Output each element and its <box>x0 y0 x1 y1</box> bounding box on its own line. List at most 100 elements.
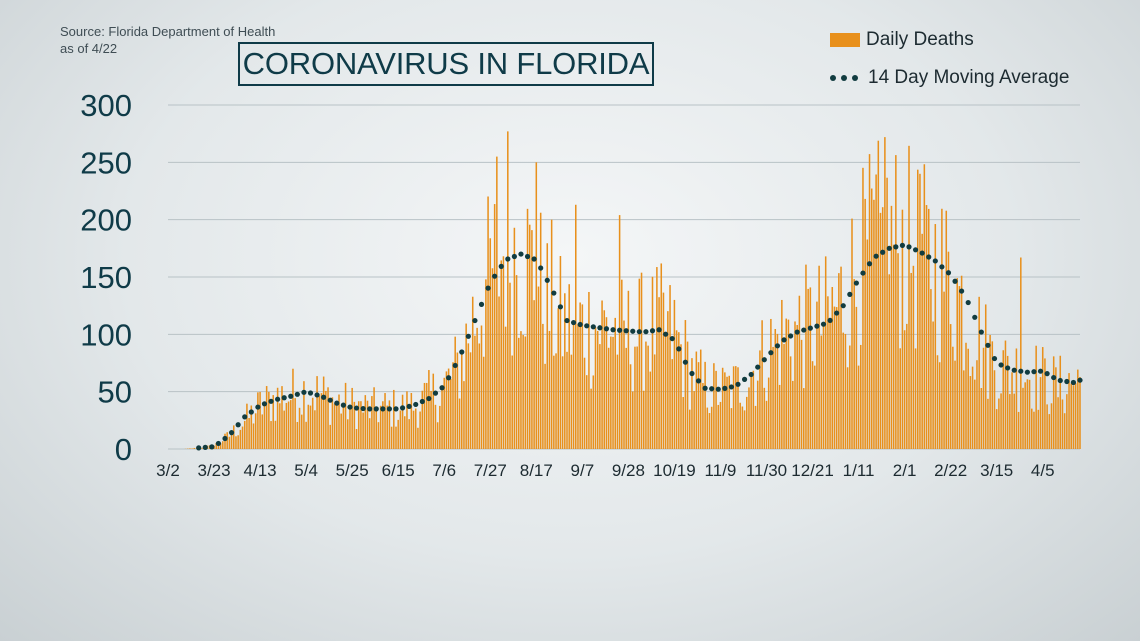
y-tick-label: 100 <box>80 317 132 352</box>
daily-deaths-bar <box>732 366 735 449</box>
daily-deaths-bar <box>432 373 435 449</box>
daily-deaths-bar <box>649 371 652 449</box>
daily-deaths-bar <box>557 308 559 449</box>
daily-deaths-bar <box>1000 393 1002 449</box>
moving-average-point <box>577 321 583 328</box>
daily-deaths-bar <box>305 421 307 449</box>
daily-deaths-bar <box>1033 411 1035 449</box>
legend-item-moving-average: 14 Day Moving Average <box>830 66 1069 90</box>
moving-average-point <box>932 258 938 264</box>
daily-deaths-bar <box>743 410 746 449</box>
daily-deaths-bar <box>919 173 921 450</box>
daily-deaths-bar <box>263 402 266 449</box>
x-tick-label: 4/13 <box>244 461 277 480</box>
daily-deaths-bar <box>857 365 860 449</box>
daily-deaths-bar <box>689 409 691 449</box>
moving-average-point <box>373 406 379 412</box>
daily-deaths-bar <box>835 307 838 449</box>
daily-deaths-bar <box>770 318 772 449</box>
daily-deaths-bar <box>344 382 347 449</box>
moving-average-point <box>301 389 307 395</box>
daily-deaths-bar <box>1046 404 1048 449</box>
daily-deaths-bar <box>998 398 1000 449</box>
y-tick-label: 0 <box>115 432 132 467</box>
daily-deaths-bar <box>954 360 956 449</box>
daily-deaths-bar <box>373 387 375 449</box>
daily-deaths-bar <box>754 405 757 449</box>
daily-deaths-bar <box>351 387 353 449</box>
daily-deaths-bar <box>265 386 268 449</box>
daily-deaths-bar <box>498 296 500 449</box>
daily-deaths-bar <box>502 256 505 449</box>
daily-deaths-bar <box>651 276 654 449</box>
daily-deaths-bar <box>375 409 378 449</box>
daily-deaths-bar <box>621 279 623 449</box>
moving-average-point <box>485 285 491 291</box>
daily-deaths-bar <box>607 347 610 449</box>
moving-average-point <box>597 325 603 331</box>
daily-deaths-bar <box>706 407 709 449</box>
daily-deaths-bar <box>759 350 761 449</box>
daily-deaths-bar <box>767 377 770 449</box>
daily-deaths-bar <box>368 418 371 449</box>
daily-deaths-bar <box>342 404 345 449</box>
daily-deaths-bar <box>395 426 397 449</box>
daily-deaths-bar <box>660 263 663 449</box>
moving-average-point <box>478 301 485 307</box>
daily-deaths-bar <box>417 427 419 449</box>
daily-deaths-bar <box>921 233 923 449</box>
moving-average-point <box>314 392 320 398</box>
daily-deaths-bar <box>454 336 456 449</box>
daily-deaths-bar <box>930 289 932 449</box>
daily-deaths-bar <box>792 380 794 449</box>
daily-deaths-bar <box>193 447 196 449</box>
y-tick-label: 150 <box>80 260 132 295</box>
daily-deaths-bar <box>509 282 511 449</box>
daily-deaths-bar <box>542 323 544 449</box>
daily-deaths-bar <box>382 401 384 449</box>
moving-average-point <box>735 381 741 387</box>
daily-deaths-bar <box>531 230 533 449</box>
daily-deaths-bar <box>1020 257 1022 449</box>
daily-deaths-bar <box>1052 356 1055 449</box>
daily-deaths-bar <box>309 405 312 449</box>
moving-average-point <box>459 349 465 355</box>
daily-deaths-bar <box>241 426 244 449</box>
moving-average-point <box>965 299 971 306</box>
daily-deaths-bar <box>522 334 524 449</box>
y-tick-label: 300 <box>80 88 132 123</box>
daily-deaths-bar <box>336 401 338 449</box>
daily-deaths-bar <box>601 300 603 449</box>
daily-deaths-bar <box>614 317 616 449</box>
daily-deaths-bar <box>875 174 877 449</box>
daily-deaths-bar <box>1035 345 1037 449</box>
daily-deaths-bar <box>991 341 994 449</box>
daily-deaths-bar <box>436 422 439 449</box>
moving-average-point <box>248 409 254 415</box>
daily-deaths-bar <box>471 296 474 449</box>
daily-deaths-bar <box>1079 377 1081 449</box>
daily-deaths-bar <box>941 208 943 449</box>
daily-deaths-bar <box>478 343 481 449</box>
daily-deaths-bar <box>632 391 634 449</box>
moving-average-point <box>610 327 616 333</box>
daily-deaths-bar <box>388 400 391 449</box>
moving-average-point <box>492 273 498 279</box>
daily-deaths-bar <box>535 162 538 450</box>
daily-deaths-bar <box>728 375 730 449</box>
moving-average-point <box>570 319 577 326</box>
daily-deaths-bar <box>585 375 588 449</box>
daily-deaths-bar <box>1002 350 1005 449</box>
daily-deaths-bar <box>853 279 855 449</box>
daily-deaths-bar <box>276 387 279 449</box>
daily-deaths-bar <box>419 411 421 449</box>
moving-average-point <box>939 264 945 270</box>
daily-deaths-bar <box>809 287 812 449</box>
moving-average-point <box>695 378 702 384</box>
daily-deaths-bar <box>270 421 272 449</box>
daily-deaths-bar <box>662 292 665 449</box>
daily-deaths-bar <box>667 311 669 449</box>
daily-deaths-bar <box>952 346 954 449</box>
x-tick-label: 9/28 <box>612 461 645 480</box>
